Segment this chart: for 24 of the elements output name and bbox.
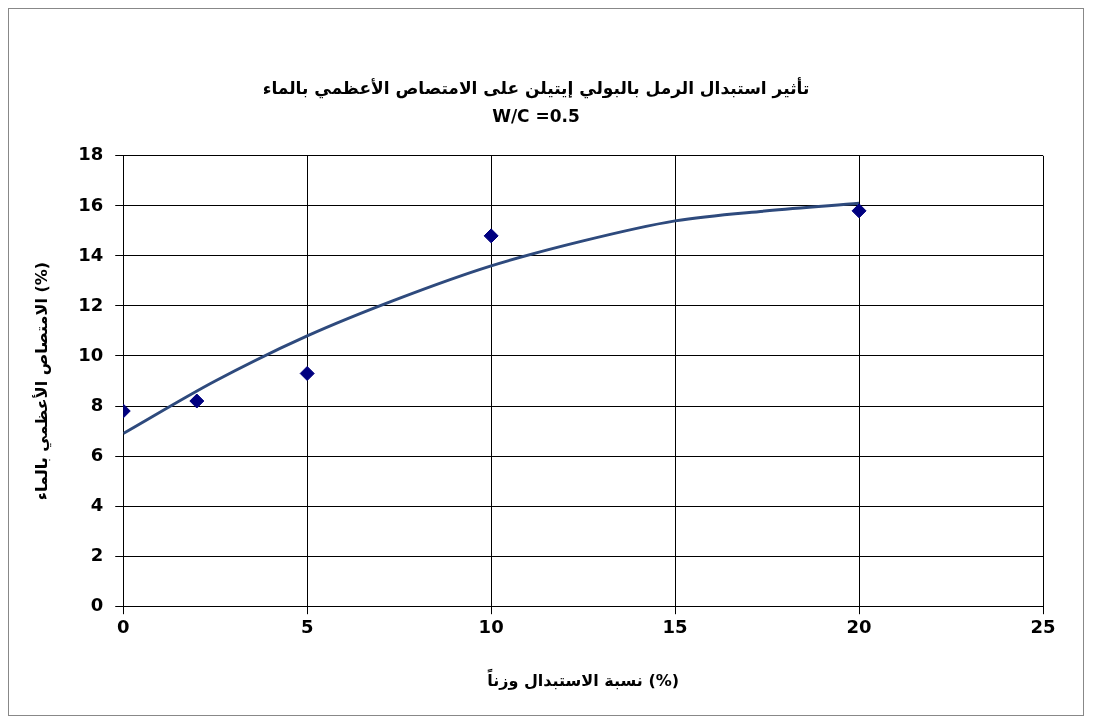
x-tick-label: 0 bbox=[116, 615, 130, 637]
y-axis-title: الامتصاص الأعظمي بالماء (%) bbox=[31, 261, 52, 501]
chart-subtitle: W/C =0.5 bbox=[492, 106, 580, 127]
y-tick-label: 10 bbox=[78, 343, 104, 365]
x-tick-label: 20 bbox=[846, 615, 872, 637]
point bbox=[851, 203, 867, 219]
y-tick-label: 8 bbox=[90, 393, 104, 415]
y-tick-label: 4 bbox=[90, 493, 104, 515]
y-tick-label: 14 bbox=[78, 243, 104, 265]
y-tick-label: 6 bbox=[90, 443, 104, 465]
y-tick-label: 16 bbox=[78, 193, 104, 215]
y-tick-label: 2 bbox=[90, 543, 104, 565]
y-tick-label: 18 bbox=[78, 143, 104, 165]
x-tick-label: 25 bbox=[1030, 615, 1056, 637]
point bbox=[483, 228, 499, 244]
y-tick-label: 12 bbox=[78, 293, 104, 315]
point bbox=[299, 365, 315, 381]
chart-title: تأثير استبدال الرمل بالبولي إيتيلن على الامتصاص الأعظمي بالماء bbox=[262, 76, 810, 99]
x-tick-label: 10 bbox=[478, 615, 504, 637]
point bbox=[189, 393, 205, 409]
x-axis-title: نسبة الاستبدال وزناً (%) bbox=[486, 668, 680, 690]
x-tick-label: 5 bbox=[300, 615, 314, 637]
y-tick-label: 0 bbox=[90, 593, 104, 615]
x-tick-label: 15 bbox=[662, 615, 688, 637]
